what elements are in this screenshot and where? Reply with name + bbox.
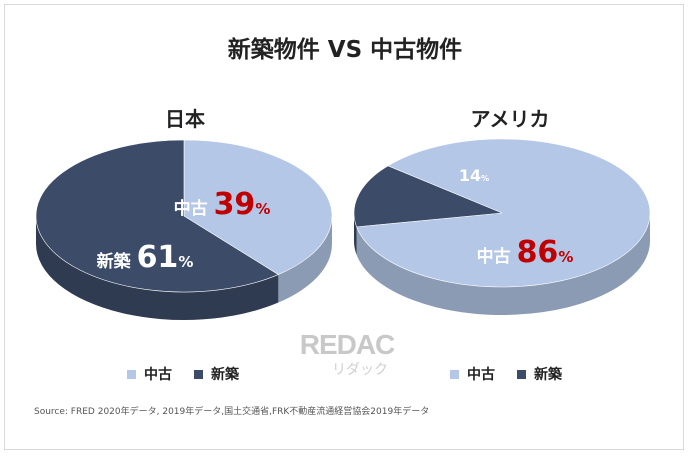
pie-side-used [356,213,650,315]
legend-swatch-new [517,369,526,379]
legend-label-used: 中古 [144,367,172,383]
pie-slice-new [35,139,279,293]
source-note: Source: FRED 2020年データ, 2019年データ,国土交通省,FR… [34,407,430,417]
pie-label-unit: % [558,248,573,266]
pie-slice-used [356,138,651,288]
chart-title: 新築物件 VS 中古物件 [227,37,463,63]
legend-label-new: 新築 [534,367,562,383]
pie-label-name: 新築 [97,251,137,272]
legend-item-new: 新築 [194,364,239,384]
pie-label-name: 中古 [174,198,214,219]
pie-label-name: 中古 [477,246,517,267]
pie-label-new: 14% [459,166,489,185]
pie-label-unit: % [178,253,193,271]
pie-label-value: 61 [137,240,179,275]
pie-side-used [278,216,332,303]
usa-chart-title: アメリカ [470,107,550,131]
pie-label-used: 中古 86% [477,235,574,270]
legend-item-used: 中古 [450,364,495,384]
pie-label-used: 中古 39% [174,187,271,222]
pie-side-new [354,213,357,255]
japan-chart-title: 日本 [165,107,205,131]
legend-item-used: 中古 [127,364,172,384]
pie-label-value: 14 [459,166,481,185]
legend-swatch-used [450,369,459,379]
legend-swatch-new [194,369,203,379]
legend-item-new: 新築 [517,364,562,384]
pie-slice-new [353,165,503,228]
legend-label-used: 中古 [467,367,495,383]
pie-label-value: 86 [517,235,559,270]
japan-legend: 中古 新築 [127,364,239,384]
svg-text:REDAC: REDAC [300,329,395,360]
pie-label-unit: % [255,200,270,218]
redac-watermark: REDAC リダック [300,329,396,378]
legend-label-new: 新築 [211,367,239,383]
pie-slice-used [183,139,333,275]
pie-side-new [36,216,279,321]
usa-legend: 中古 新築 [450,364,562,384]
pie-label-value: 39 [214,187,256,222]
pie-label-new: 新築 61% [97,240,194,275]
svg-text:リダック: リダック [332,362,388,378]
pie-label-unit: % [481,174,489,183]
usa-pie: 中古 86%14% [353,138,651,315]
legend-swatch-used [127,369,136,379]
japan-pie: 中古 39%新築 61% [35,139,333,321]
